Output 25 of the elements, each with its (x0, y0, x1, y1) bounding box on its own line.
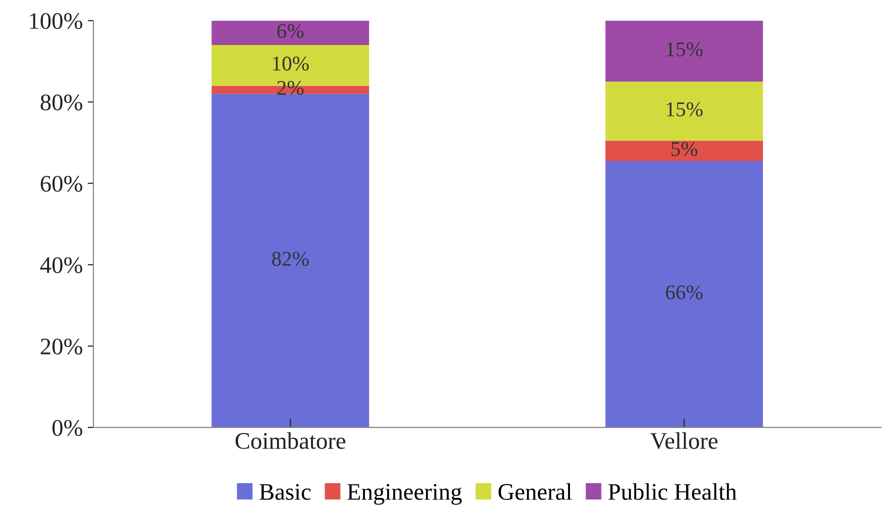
data-label: 15% (666, 102, 703, 116)
y-tick-label: 80% (40, 94, 82, 110)
data-label: 66% (666, 285, 703, 300)
y-tick-label: 40% (40, 257, 82, 274)
bar (212, 94, 370, 428)
data-label: 82% (272, 252, 309, 266)
bar (605, 160, 763, 428)
data-label: 6% (277, 24, 304, 38)
bar (605, 140, 763, 161)
legend-label: General (498, 483, 572, 500)
x-tick-label: Vellore (650, 432, 718, 450)
y-tick-label: 100% (30, 13, 82, 30)
bar (605, 82, 763, 141)
x-tick-label: Coimbatore (236, 432, 346, 449)
y-tick-label: 20% (40, 338, 82, 355)
legend-label: Public Health (608, 483, 737, 500)
data-label: 10% (273, 56, 309, 71)
data-label: 5% (672, 142, 698, 156)
legend-label: Engineering (347, 484, 462, 505)
y-tick-label: 0% (52, 420, 82, 436)
data-label: 15% (666, 42, 703, 56)
y-tick-label: 60% (40, 176, 82, 192)
bar (212, 20, 370, 46)
legend-label: Basic (260, 484, 311, 500)
bar (605, 20, 763, 82)
